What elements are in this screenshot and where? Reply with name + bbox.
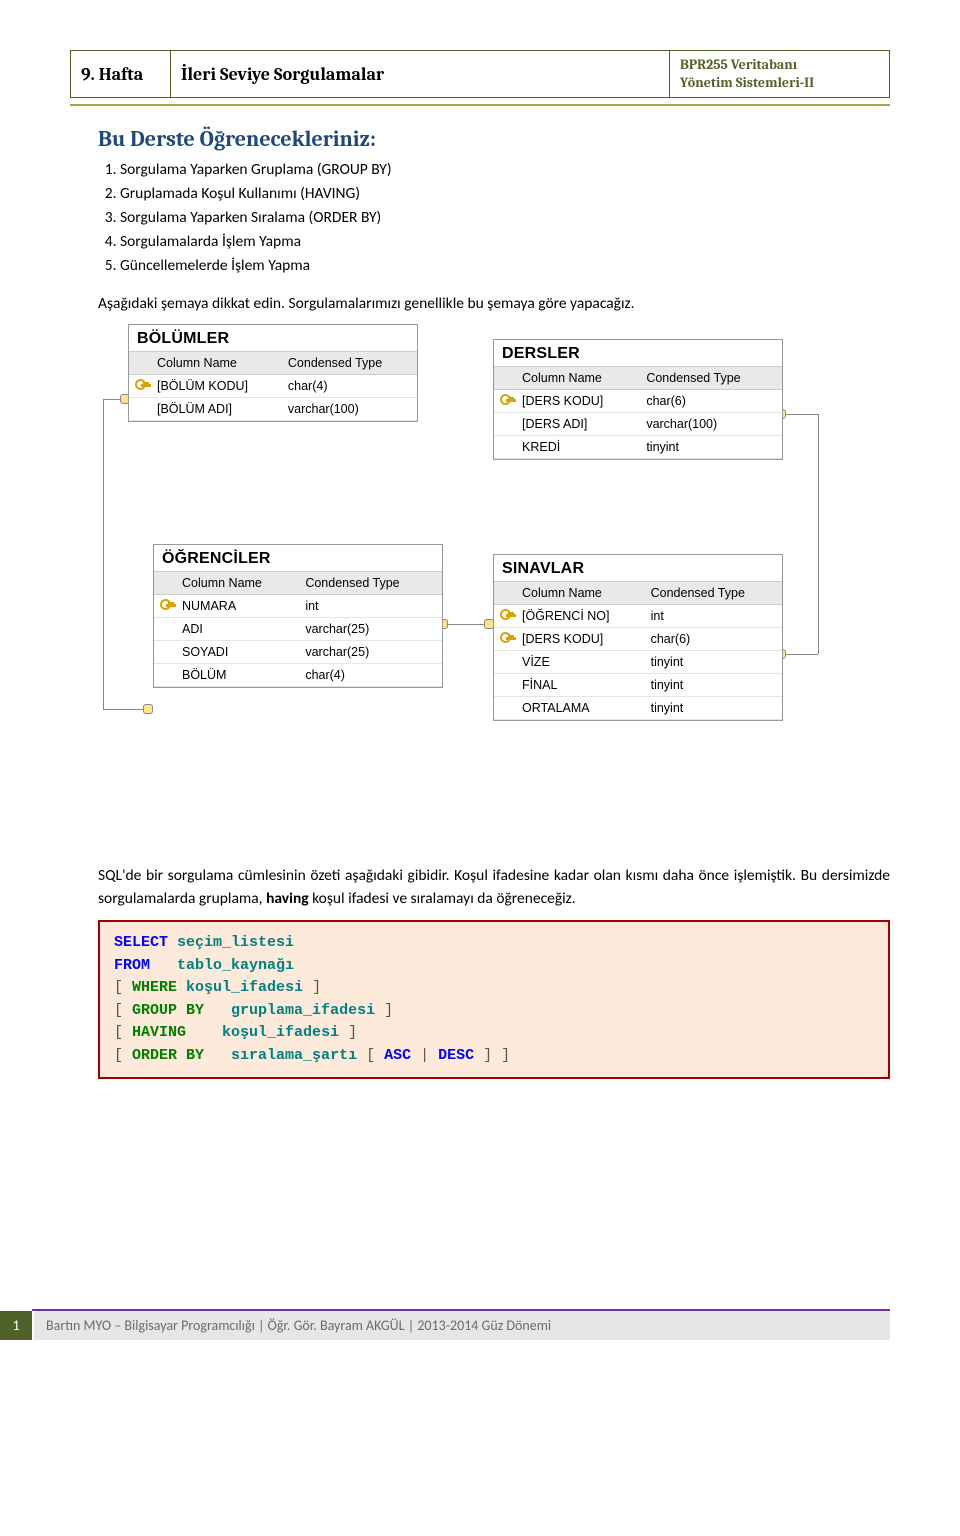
- column-type: char(6): [645, 627, 782, 650]
- schema-diagram: BÖLÜMLERColumn NameCondensed Type[BÖLÜM …: [98, 324, 890, 864]
- table-row: FİNALtinyint: [494, 673, 782, 696]
- page-footer: 1 Bartın MYO – Bilgisayar Programcılığı …: [0, 1309, 960, 1340]
- column-name: NUMARA: [176, 594, 299, 617]
- column-type: varchar(25): [299, 640, 442, 663]
- column-type: int: [645, 604, 782, 627]
- table-row: [BÖLÜM KODU]char(4): [129, 374, 417, 397]
- list-item: Sorgulamalarda İşlem Yapma: [120, 230, 890, 254]
- table-row: BÖLÜMchar(4): [154, 663, 442, 686]
- page-header: 9. Hafta İleri Seviye Sorgulamalar BPR25…: [70, 50, 890, 98]
- column-name: [BÖLÜM ADI]: [151, 397, 282, 420]
- table-row: [ÖĞRENCİ NO]int: [494, 604, 782, 627]
- primary-key-icon: [498, 630, 512, 644]
- table-row: KREDİtinyint: [494, 435, 782, 458]
- column-name: ADI: [176, 617, 299, 640]
- table-row: [DERS ADI]varchar(100): [494, 412, 782, 435]
- schema-table-dersler: DERSLERColumn NameCondensed Type[DERS KO…: [493, 339, 783, 460]
- column-name: KREDİ: [516, 435, 640, 458]
- primary-key-icon: [498, 392, 512, 406]
- paragraph-2: SQL'de bir sorgulama cümlesinin özeti aş…: [98, 864, 890, 911]
- column-name: [BÖLÜM KODU]: [151, 374, 282, 397]
- schema-title: ÖĞRENCİLER: [154, 545, 442, 571]
- schema-table-sinavlar: SINAVLARColumn NameCondensed Type[ÖĞRENC…: [493, 554, 783, 721]
- table-row: SOYADIvarchar(25): [154, 640, 442, 663]
- column-type: char(6): [640, 389, 782, 412]
- table-row: NUMARAint: [154, 594, 442, 617]
- list-item: Sorgulama Yaparken Gruplama (GROUP BY): [120, 158, 890, 182]
- relation-endpoint-icon: [143, 704, 153, 714]
- column-type: varchar(100): [640, 412, 782, 435]
- table-row: ORTALAMAtinyint: [494, 696, 782, 719]
- column-type: char(4): [282, 374, 417, 397]
- primary-key-icon: [158, 597, 172, 611]
- column-name: [ÖĞRENCİ NO]: [516, 604, 645, 627]
- schema-title: SINAVLAR: [494, 555, 782, 581]
- table-row: VİZEtinyint: [494, 650, 782, 673]
- footer-text: Bartın MYO – Bilgisayar Programcılığı | …: [32, 1311, 890, 1340]
- list-item: Sorgulama Yaparken Sıralama (ORDER BY): [120, 206, 890, 230]
- column-name: VİZE: [516, 650, 645, 673]
- learn-list: Sorgulama Yaparken Gruplama (GROUP BY) G…: [98, 158, 890, 278]
- header-title: İleri Seviye Sorgulamalar: [171, 51, 670, 98]
- schema-title: DERSLER: [494, 340, 782, 366]
- header-week: 9. Hafta: [71, 51, 171, 98]
- column-name: FİNAL: [516, 673, 645, 696]
- column-type: tinyint: [645, 673, 782, 696]
- primary-key-icon: [498, 607, 512, 621]
- column-type: char(4): [299, 663, 442, 686]
- column-name: ORTALAMA: [516, 696, 645, 719]
- schema-title: BÖLÜMLER: [129, 325, 417, 351]
- header-course: BPR255 Veritabanı Yönetim Sistemleri-II: [670, 51, 890, 98]
- table-row: [BÖLÜM ADI]varchar(100): [129, 397, 417, 420]
- column-type: int: [299, 594, 442, 617]
- list-item: Gruplamada Koşul Kullanımı (HAVING): [120, 182, 890, 206]
- list-item: Güncellemelerde İşlem Yapma: [120, 254, 890, 278]
- page-number: 1: [0, 1311, 32, 1340]
- column-type: varchar(25): [299, 617, 442, 640]
- column-name: [DERS KODU]: [516, 627, 645, 650]
- column-type: tinyint: [645, 696, 782, 719]
- section-title: Bu Derste Öğrenecekleriniz:: [98, 126, 890, 152]
- schema-table-bolumler: BÖLÜMLERColumn NameCondensed Type[BÖLÜM …: [128, 324, 418, 422]
- table-row: [DERS KODU]char(6): [494, 389, 782, 412]
- primary-key-icon: [133, 377, 147, 391]
- sql-syntax-box: SELECT seçim_listesi FROM tablo_kaynağı …: [98, 920, 890, 1079]
- column-name: [DERS ADI]: [516, 412, 640, 435]
- column-name: BÖLÜM: [176, 663, 299, 686]
- column-type: varchar(100): [282, 397, 417, 420]
- column-type: tinyint: [640, 435, 782, 458]
- column-name: SOYADI: [176, 640, 299, 663]
- column-type: tinyint: [645, 650, 782, 673]
- header-rule: [70, 104, 890, 106]
- schema-table-ogrenciler: ÖĞRENCİLERColumn NameCondensed TypeNUMAR…: [153, 544, 443, 688]
- table-row: [DERS KODU]char(6): [494, 627, 782, 650]
- column-name: [DERS KODU]: [516, 389, 640, 412]
- intro-paragraph: Aşağıdaki şemaya dikkat edin. Sorgulamal…: [98, 292, 890, 315]
- table-row: ADIvarchar(25): [154, 617, 442, 640]
